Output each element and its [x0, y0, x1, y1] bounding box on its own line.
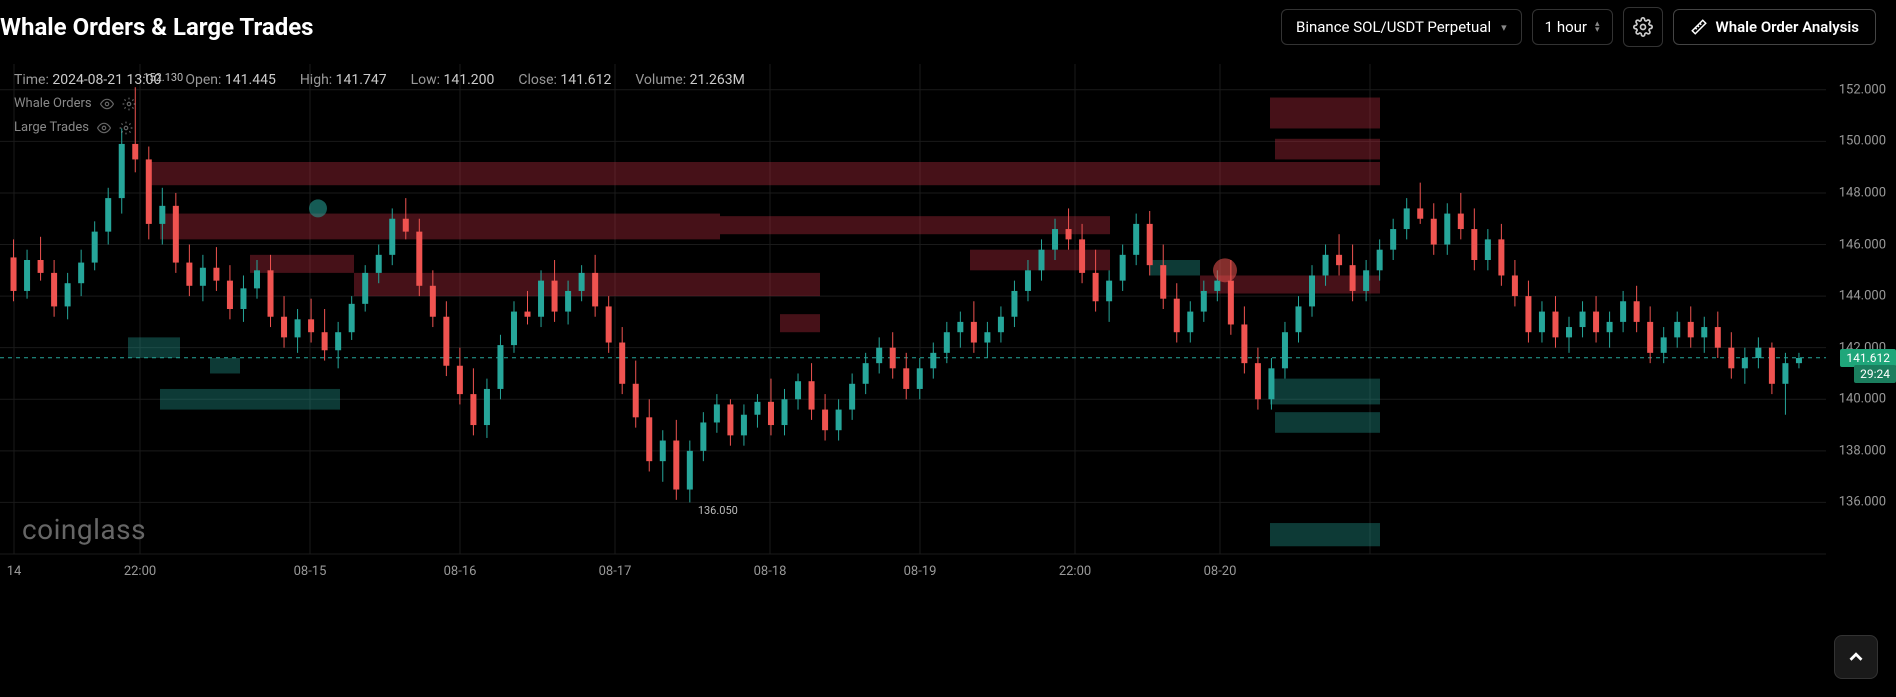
ohlc-low: 141.200 — [443, 72, 494, 88]
xtick: 08-16 — [444, 564, 477, 579]
x-axis: 14 22:00 08-15 08-16 08-17 08-18 08-19 22:00 08-… — [0, 564, 1826, 594]
pair-selector[interactable]: Binance SOL/USDT Perpetual ▾ — [1281, 9, 1522, 45]
gear-icon[interactable] — [119, 121, 133, 135]
ohlc-bar: Time: 2024-08-21 13:00 Open: 141.445 Hig… — [14, 72, 745, 88]
y-axis: 136.000138.000140.000142.000144.000146.0… — [1826, 54, 1896, 614]
indicator-whale-orders: Whale Orders — [14, 96, 136, 111]
stepper-icon: ▴▾ — [1595, 21, 1600, 33]
xtick: 14 — [7, 564, 22, 579]
chevron-down-icon: ▾ — [1501, 21, 1507, 34]
timeframe-label: 1 hour — [1545, 18, 1587, 36]
xtick: 08-20 — [1204, 564, 1237, 579]
candlestick-chart[interactable] — [0, 54, 1896, 614]
low-extreme-label: 136.050 — [698, 504, 738, 517]
xtick: 08-18 — [754, 564, 787, 579]
xtick: 08-15 — [294, 564, 327, 579]
scroll-top-button[interactable] — [1834, 635, 1878, 679]
ohlc-open: 141.445 — [225, 72, 276, 88]
ytick: 144.000 — [1839, 289, 1886, 304]
ohlc-high: 141.747 — [336, 72, 387, 88]
xtick: 22:00 — [1059, 564, 1091, 579]
last-price-tag: 141.612 — [1840, 349, 1896, 367]
indicator-large-trades-label: Large Trades — [14, 120, 89, 135]
ruler-icon — [1690, 18, 1708, 36]
xtick: 22:00 — [124, 564, 156, 579]
ohlc-low-label: Low: — [411, 72, 440, 88]
ytick: 138.000 — [1839, 443, 1886, 458]
ohlc-time: 2024-08-21 13:00 — [52, 72, 161, 88]
settings-button[interactable] — [1623, 7, 1663, 47]
pair-selector-label: Binance SOL/USDT Perpetual — [1296, 18, 1491, 36]
ytick: 152.000 — [1839, 82, 1886, 97]
ytick: 136.000 — [1839, 495, 1886, 510]
chart-container: Time: 2024-08-21 13:00 Open: 141.445 Hig… — [0, 54, 1896, 614]
ohlc-volume: 21.263M — [690, 72, 745, 88]
whale-analysis-button[interactable]: Whale Order Analysis — [1673, 9, 1876, 45]
page-title: Whale Orders & Large Trades — [0, 13, 314, 41]
ohlc-close-label: Close: — [518, 72, 557, 88]
gear-icon — [1633, 17, 1653, 37]
ohlc-time-label: Time: — [14, 72, 49, 88]
watermark: coinglass — [22, 513, 146, 546]
countdown-tag: 29:24 — [1854, 365, 1896, 383]
whale-analysis-label: Whale Order Analysis — [1716, 18, 1859, 36]
eye-icon[interactable] — [97, 121, 111, 135]
gear-icon[interactable] — [122, 97, 136, 111]
ytick: 148.000 — [1839, 185, 1886, 200]
ohlc-high-label: High: — [300, 72, 332, 88]
ytick: 140.000 — [1839, 392, 1886, 407]
indicator-whale-orders-label: Whale Orders — [14, 96, 92, 111]
chevron-up-icon — [1845, 646, 1867, 668]
ohlc-volume-label: Volume: — [635, 72, 686, 88]
ytick: 146.000 — [1839, 237, 1886, 252]
xtick: 08-19 — [904, 564, 937, 579]
ohlc-open-label: Open: — [185, 72, 221, 88]
eye-icon[interactable] — [100, 97, 114, 111]
ohlc-close: 141.612 — [560, 72, 611, 88]
xtick: 08-17 — [599, 564, 632, 579]
ytick: 150.000 — [1839, 134, 1886, 149]
indicator-large-trades: Large Trades — [14, 120, 133, 135]
timeframe-selector[interactable]: 1 hour ▴▾ — [1532, 9, 1613, 45]
